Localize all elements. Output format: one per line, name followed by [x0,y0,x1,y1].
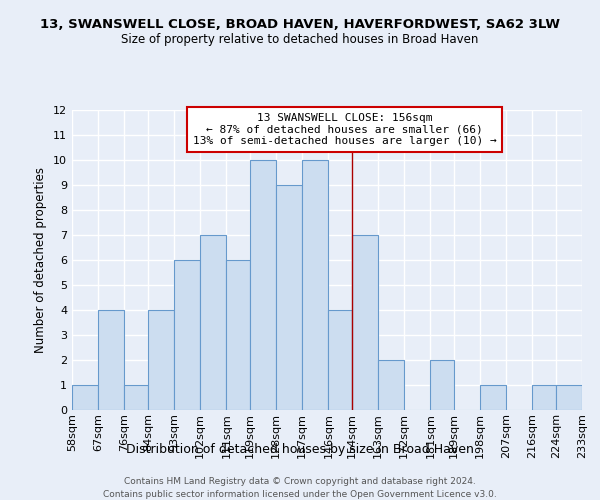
Bar [226,260,250,410]
Bar [480,385,506,410]
Bar [276,185,302,410]
Bar [148,310,174,410]
Bar [72,385,98,410]
Text: 13 SWANSWELL CLOSE: 156sqm
← 87% of detached houses are smaller (66)
13% of semi: 13 SWANSWELL CLOSE: 156sqm ← 87% of deta… [193,113,497,146]
Bar [556,385,582,410]
Bar [250,160,276,410]
Bar [328,310,352,410]
Bar [124,385,148,410]
Bar [352,235,378,410]
Text: Contains HM Land Registry data © Crown copyright and database right 2024.: Contains HM Land Registry data © Crown c… [124,478,476,486]
Text: Size of property relative to detached houses in Broad Haven: Size of property relative to detached ho… [121,32,479,46]
Bar [302,160,328,410]
Text: 13, SWANSWELL CLOSE, BROAD HAVEN, HAVERFORDWEST, SA62 3LW: 13, SWANSWELL CLOSE, BROAD HAVEN, HAVERF… [40,18,560,30]
Bar [98,310,124,410]
Bar [532,385,556,410]
Bar [200,235,226,410]
Bar [430,360,454,410]
Y-axis label: Number of detached properties: Number of detached properties [34,167,47,353]
Text: Distribution of detached houses by size in Broad Haven: Distribution of detached houses by size … [126,442,474,456]
Text: Contains public sector information licensed under the Open Government Licence v3: Contains public sector information licen… [103,490,497,499]
Bar [378,360,404,410]
Bar [174,260,200,410]
